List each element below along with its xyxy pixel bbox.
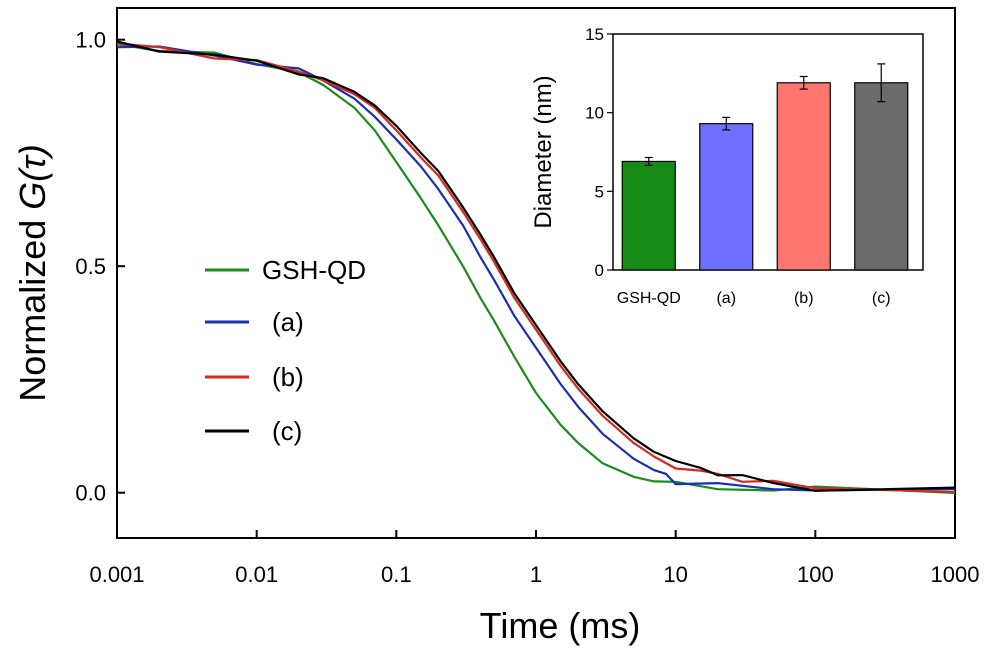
x-tick-label: 0.01 (235, 562, 278, 587)
inset-bar-chart: 0 5 10 15 GSH-QD (a) (b) (c) Diameter (nm) (530, 25, 924, 307)
inset-category-label: (a) (716, 290, 736, 307)
bar-gsh-qd (621, 160, 676, 271)
main-y-axis-title-symbol: G(τ) (12, 144, 53, 209)
main-y-axis-title: Normalized G(τ) (12, 144, 53, 402)
inset-y-tick-label: 15 (585, 25, 604, 44)
bar-a (699, 123, 754, 271)
y-tick-label: 1.0 (75, 28, 106, 53)
series-line-a (116, 45, 956, 492)
inset-y-axis: 0 5 10 15 (585, 25, 613, 280)
inset-y-tick-label: 0 (595, 261, 604, 280)
inset-category-label: (c) (872, 290, 891, 307)
legend-label-a: (a) (272, 307, 304, 337)
x-tick-label: 100 (797, 562, 834, 587)
y-tick-label: 0.0 (75, 481, 106, 506)
inset-y-tick-label: 5 (595, 182, 604, 201)
x-tick-label: 0.001 (89, 562, 144, 587)
main-chart: 0.001 0.01 0.1 1 10 100 1000 0.00.51.0 Time (m… (12, 7, 979, 646)
bar-c (854, 82, 909, 271)
legend-label-gsh-qd: GSH-QD (262, 255, 366, 285)
series-line-c (116, 40, 956, 492)
main-y-axis: 0.0 0.5 1.0 (75, 28, 125, 506)
x-tick-label: 10 (663, 562, 687, 587)
main-series-group (116, 40, 956, 494)
y-tick-label: 0.5 (75, 254, 106, 279)
inset-category-label: GSH-QD (617, 290, 681, 307)
inset-bars-group (621, 63, 909, 271)
main-y-axis-title-prefix: Normalized (12, 210, 53, 402)
bar-b (776, 82, 831, 271)
inset-category-label: (b) (794, 290, 814, 307)
x-tick-label: 0.1 (381, 562, 412, 587)
x-tick-label: 1000 (931, 562, 980, 587)
legend-label-b: (b) (272, 362, 304, 392)
x-tick-label: 1 (530, 562, 542, 587)
inset-y-axis-title: Diameter (nm) (530, 75, 557, 228)
main-x-axis: 0.001 0.01 0.1 1 10 100 1000 (89, 530, 979, 587)
legend-label-c: (c) (272, 416, 302, 446)
legend: GSH-QD (a) (b) (c) (205, 255, 366, 446)
inset-x-axis: GSH-QD (a) (b) (c) (617, 290, 891, 307)
inset-y-tick-label: 10 (585, 104, 604, 123)
main-x-axis-title: Time (ms) (480, 605, 641, 646)
